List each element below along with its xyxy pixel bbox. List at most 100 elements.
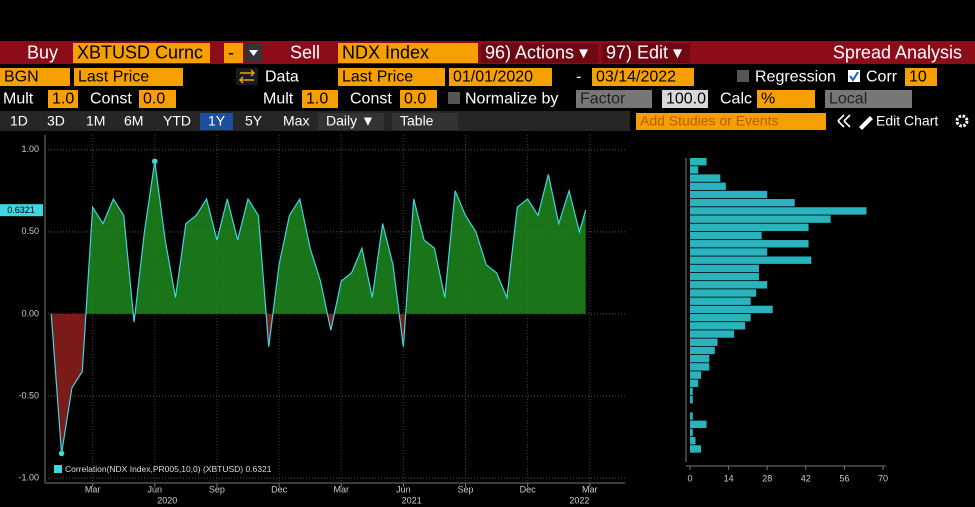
toolbar-label[interactable]: Add Studies or Events <box>640 113 779 129</box>
toolbar-label[interactable]: 1.0 <box>306 91 328 108</box>
toolbar-label[interactable]: Mult <box>3 91 34 108</box>
toolbar-label[interactable]: 6M <box>124 113 143 129</box>
toolbar-label[interactable]: Buy <box>27 42 58 62</box>
x-tick-label: Sep <box>457 484 473 494</box>
hist-bar <box>690 190 768 199</box>
hist-bar <box>690 420 707 429</box>
toolbar-label[interactable]: 0.0 <box>404 91 426 108</box>
toolbar-label[interactable]: Corr <box>866 69 898 86</box>
toolbar-label[interactable]: 01/01/2020 <box>453 69 533 86</box>
hist-bar <box>690 322 746 330</box>
swap-arrows <box>238 69 256 84</box>
toolbar-label[interactable]: 03/14/2022 <box>596 69 676 86</box>
toolbar-label[interactable]: Factor <box>580 91 626 108</box>
toolbar-label[interactable]: BGN <box>4 69 39 86</box>
gear-icon[interactable] <box>955 114 969 128</box>
hist-x-tick-label: 42 <box>801 473 811 483</box>
hist-bar <box>690 346 715 355</box>
toolbar-label[interactable]: Spread Analysis <box>833 42 962 62</box>
field-box[interactable] <box>825 90 912 108</box>
hist-bar <box>690 363 710 371</box>
field-box[interactable] <box>73 43 210 63</box>
field-box[interactable] <box>662 90 708 108</box>
field-box[interactable] <box>318 113 384 130</box>
toolbar-label[interactable]: % <box>761 91 775 108</box>
toolbar-label[interactable]: Edit Chart <box>876 113 938 129</box>
toolbar-label[interactable]: 97) Edit ▾ <box>606 42 682 62</box>
toolbar-label[interactable]: 5Y <box>245 113 263 129</box>
toolbar-label[interactable]: Normalize by <box>465 91 558 108</box>
field-box[interactable] <box>757 90 815 108</box>
field-box[interactable] <box>338 43 478 63</box>
toolbar-label[interactable]: - <box>228 42 234 62</box>
toolbar-label[interactable]: 0.0 <box>143 91 165 108</box>
hist-x-tick-label: 28 <box>762 473 772 483</box>
toolbar-label[interactable]: 96) Actions ▾ <box>485 42 588 62</box>
toolbar-label[interactable]: Daily ▼ <box>326 113 375 129</box>
toolbar-label[interactable]: XBTUSD Curnc <box>77 42 203 62</box>
field-box[interactable] <box>449 68 552 86</box>
toolbar-label[interactable]: 1M <box>86 113 105 129</box>
collapse-icon[interactable] <box>837 114 851 128</box>
legend-swatch <box>54 465 62 473</box>
toolbar-label[interactable]: 3D <box>47 113 65 129</box>
toolbar-label[interactable]: Regression <box>755 69 836 86</box>
x-tick-label: Mar <box>85 484 101 494</box>
field-box[interactable] <box>392 113 458 130</box>
toolbar-label[interactable]: Local <box>829 91 867 108</box>
hist-bar <box>690 371 702 379</box>
hist-bar <box>690 387 693 396</box>
toolbar-label[interactable]: Mult <box>263 91 294 108</box>
toolbar-label[interactable]: Max <box>283 113 309 129</box>
toolbar-label[interactable]: 1D <box>10 113 28 129</box>
toolbar-label[interactable]: 1.0 <box>52 91 74 108</box>
year-label: 2022 <box>569 495 589 505</box>
field-box[interactable] <box>302 90 338 108</box>
field-box[interactable] <box>0 68 70 86</box>
toolbar-label[interactable]: 1Y <box>208 113 226 129</box>
field-box[interactable] <box>139 90 176 108</box>
field-box[interactable] <box>338 68 445 86</box>
toolbar-label[interactable]: YTD <box>163 113 191 129</box>
checkbox[interactable] <box>448 92 460 104</box>
extreme-dot <box>58 450 65 457</box>
field-box[interactable] <box>481 43 598 63</box>
toolbar-label[interactable]: Last Price <box>78 69 149 86</box>
toolbar-label[interactable]: NDX Index <box>342 42 429 62</box>
toolbar-label[interactable]: Data <box>265 69 299 86</box>
x-tick-label: Jun <box>396 484 411 494</box>
field-box[interactable] <box>592 68 694 86</box>
hist-bar <box>690 396 693 404</box>
toolbar-label[interactable]: Const <box>350 91 392 108</box>
toolbar-label[interactable]: 100.0 <box>666 91 706 108</box>
y-tick-label: 0.00 <box>21 308 39 318</box>
field-box[interactable] <box>74 68 183 86</box>
hist-bar <box>690 289 757 297</box>
field-box[interactable] <box>48 90 78 108</box>
field-box[interactable] <box>602 43 690 63</box>
toolbar-label[interactable]: - <box>576 69 581 86</box>
field-box[interactable] <box>400 90 437 108</box>
toolbar-label[interactable]: 10 <box>909 69 927 86</box>
field-box[interactable] <box>576 90 652 108</box>
checkbox[interactable] <box>737 70 749 82</box>
toolbar-label[interactable]: Calc <box>720 91 752 108</box>
field-box[interactable] <box>905 68 937 86</box>
field-box[interactable] <box>636 113 826 130</box>
field-box[interactable] <box>224 43 243 63</box>
y-tick-label: -1.00 <box>18 472 39 482</box>
pencil-icon[interactable] <box>859 116 873 130</box>
toolbar-label[interactable]: Sell <box>290 42 320 62</box>
field-box[interactable] <box>200 113 233 130</box>
x-tick-label: Jun <box>148 484 163 494</box>
hist-bar <box>690 379 699 387</box>
toolbar-label[interactable]: Last Price <box>342 69 413 86</box>
toolbar-label[interactable]: Table <box>400 113 434 129</box>
hist-bar <box>690 174 721 182</box>
hist-bar <box>690 305 773 314</box>
hist-bar <box>690 272 759 281</box>
toolbar-label[interactable]: Const <box>90 91 132 108</box>
swap-icon[interactable] <box>236 68 258 85</box>
hist-bar <box>690 256 812 264</box>
